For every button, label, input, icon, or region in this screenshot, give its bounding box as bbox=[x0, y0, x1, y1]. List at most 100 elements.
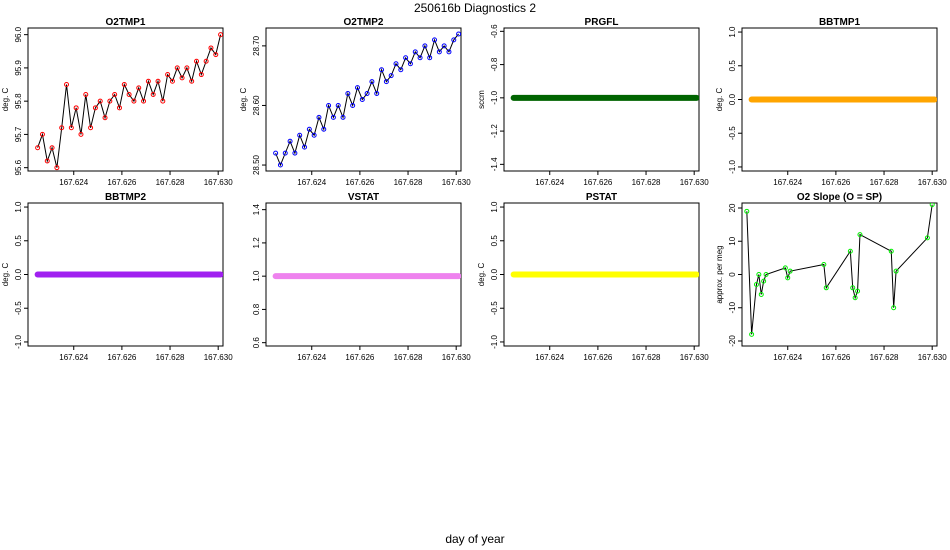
data-point bbox=[282, 150, 288, 156]
chart-panel: PSTAT 167.624 167.626 167.628 167.630 -1.0 -0.… bbox=[477, 192, 709, 362]
y-tick-label: 28.70 bbox=[252, 35, 261, 56]
x-tick-label: 167.624 bbox=[297, 178, 326, 187]
data-point bbox=[744, 208, 750, 214]
x-tick-label: 167.624 bbox=[59, 353, 88, 362]
data-point bbox=[287, 138, 293, 144]
x-tick-label: 167.628 bbox=[156, 178, 185, 187]
data-point bbox=[311, 132, 317, 138]
data-point bbox=[393, 61, 399, 67]
data-point bbox=[39, 131, 45, 137]
data-point bbox=[364, 91, 370, 97]
data-point bbox=[277, 162, 283, 168]
data-point bbox=[369, 79, 375, 85]
data-point bbox=[761, 278, 767, 284]
data-point bbox=[441, 43, 447, 49]
panel-title: O2 Slope (O = SP) bbox=[797, 192, 882, 203]
chart-panel: O2 Slope (O = SP) 167.624 167.626 167.628 16… bbox=[715, 192, 947, 362]
x-tick-label: 167.626 bbox=[107, 353, 136, 362]
y-tick-label: 1.2 bbox=[252, 237, 261, 249]
data-point bbox=[451, 37, 457, 43]
data-point bbox=[54, 165, 60, 171]
x-tick-label: 167.628 bbox=[632, 353, 661, 362]
data-point bbox=[126, 92, 132, 98]
data-point bbox=[417, 55, 423, 61]
data-point bbox=[97, 98, 103, 104]
data-point bbox=[821, 262, 827, 268]
x-tick-label: 167.624 bbox=[535, 178, 564, 187]
data-point bbox=[292, 150, 298, 156]
data-point bbox=[102, 115, 108, 121]
data-point bbox=[136, 85, 142, 91]
y-tick-label: 0.5 bbox=[14, 235, 23, 247]
chart-panel: O2TMP2 167.624 167.626 167.628 167.630 28.50 2… bbox=[239, 17, 471, 187]
y-tick-label: 0.0 bbox=[490, 268, 499, 280]
data-point bbox=[403, 55, 409, 61]
panel-grid: O2TMP1 167.624 167.626 167.628 167.630 95.6 95… bbox=[1, 17, 947, 362]
chart-panel: O2TMP1 167.624 167.626 167.628 167.630 95.6 95… bbox=[1, 17, 233, 187]
series-line bbox=[275, 33, 459, 167]
y-tick-label: -0.5 bbox=[14, 301, 23, 315]
plot-frame bbox=[265, 27, 462, 172]
data-point bbox=[302, 144, 308, 150]
chart-panel: BBTMP2 167.624 167.626 167.628 167.630 -1.0 -0… bbox=[1, 192, 233, 362]
data-point bbox=[354, 85, 360, 91]
figure-x-axis-label: day of year bbox=[445, 532, 504, 546]
data-layer bbox=[35, 32, 223, 171]
data-point bbox=[208, 45, 214, 51]
data-point bbox=[857, 232, 863, 238]
x-tick-label: 167.624 bbox=[773, 353, 802, 362]
data-point bbox=[203, 58, 209, 64]
data-point bbox=[306, 126, 312, 132]
data-point bbox=[422, 43, 428, 49]
y-tick-label: -1.0 bbox=[490, 90, 499, 104]
x-tick-label: 167.628 bbox=[156, 353, 185, 362]
data-point bbox=[340, 114, 346, 120]
data-point bbox=[407, 61, 413, 67]
data-point bbox=[112, 92, 118, 98]
data-point bbox=[155, 78, 161, 84]
y-tick-label: 0.6 bbox=[252, 337, 261, 349]
chart-panel: BBTMP1 167.624 167.626 167.628 167.630 -1.0 -0… bbox=[715, 17, 947, 187]
x-tick-label: 167.626 bbox=[107, 178, 136, 187]
data-point bbox=[194, 58, 200, 64]
data-point bbox=[891, 305, 897, 311]
y-tick-label: -0.5 bbox=[490, 301, 499, 315]
y-tick-label: -0.8 bbox=[490, 57, 499, 71]
x-tick-label: 167.626 bbox=[345, 353, 374, 362]
y-tick-label: 96.0 bbox=[14, 26, 23, 42]
y-tick-label: 1.0 bbox=[728, 26, 737, 38]
data-point bbox=[398, 67, 404, 73]
panel-title: BBTMP2 bbox=[105, 192, 147, 203]
plot-frame bbox=[741, 202, 938, 347]
data-point bbox=[273, 150, 279, 156]
data-point bbox=[374, 91, 380, 97]
data-point bbox=[855, 288, 861, 294]
data-point bbox=[388, 73, 394, 79]
data-point bbox=[456, 31, 461, 37]
data-point bbox=[888, 248, 894, 254]
data-point bbox=[330, 114, 336, 120]
x-tick-label: 167.630 bbox=[680, 353, 709, 362]
x-tick-label: 167.624 bbox=[59, 178, 88, 187]
data-point bbox=[316, 114, 322, 120]
x-tick-label: 167.624 bbox=[535, 353, 564, 362]
panel-title: O2TMP2 bbox=[343, 17, 383, 28]
data-point bbox=[141, 98, 147, 104]
data-point bbox=[756, 272, 762, 277]
figure-title: 250616b Diagnostics 2 bbox=[414, 1, 536, 15]
y-tick-label: 0.8 bbox=[252, 303, 261, 315]
y-axis-label: deg. C bbox=[1, 262, 10, 286]
y-axis-label: deg. C bbox=[477, 262, 486, 286]
y-tick-label: 0 bbox=[728, 272, 737, 277]
y-tick-label: 95.7 bbox=[14, 126, 23, 142]
y-tick-label: -10 bbox=[728, 301, 737, 313]
data-point bbox=[218, 32, 223, 38]
x-tick-label: 167.628 bbox=[394, 353, 423, 362]
x-tick-label: 167.626 bbox=[821, 353, 850, 362]
data-point bbox=[893, 268, 899, 274]
x-tick-label: 167.630 bbox=[442, 353, 471, 362]
y-tick-label: 1.4 bbox=[252, 204, 261, 216]
y-axis-label: deg. C bbox=[239, 87, 248, 111]
y-tick-label: 95.6 bbox=[14, 159, 23, 175]
